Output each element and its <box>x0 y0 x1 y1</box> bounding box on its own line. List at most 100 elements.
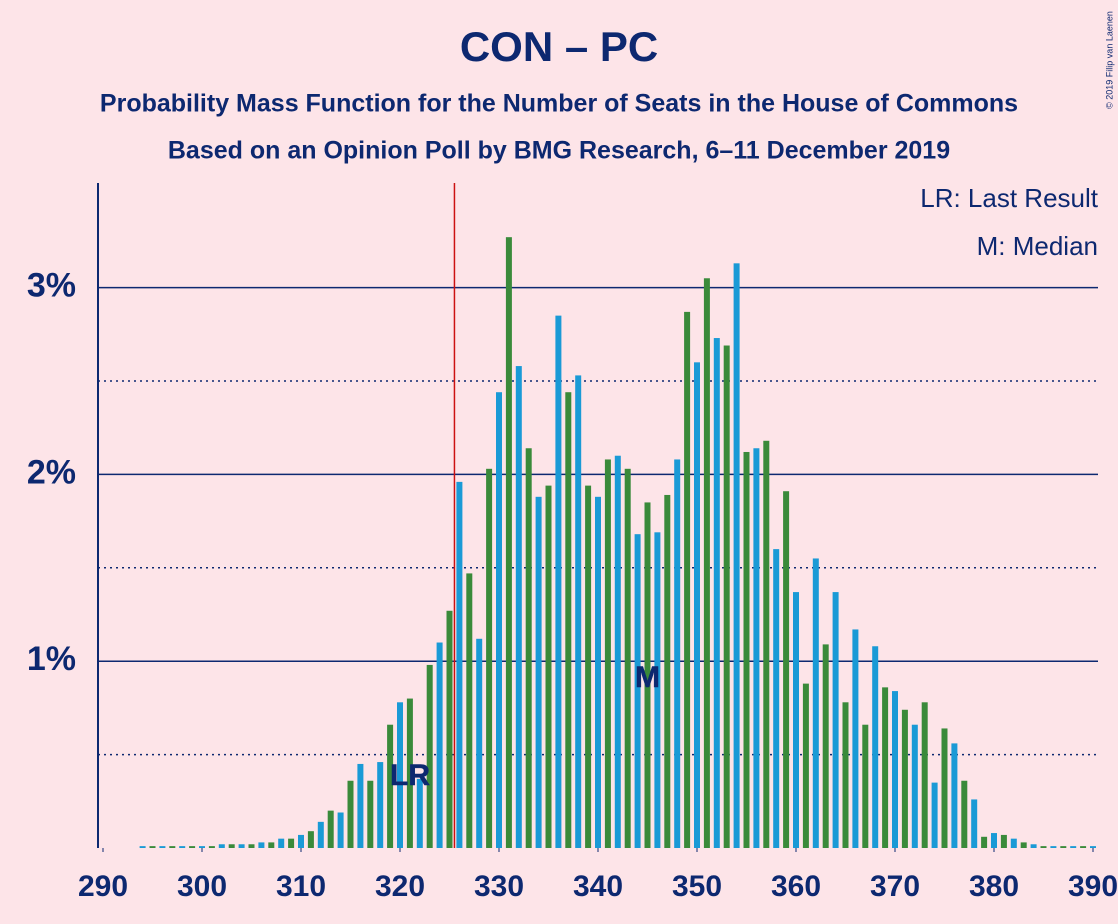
bar <box>852 629 859 848</box>
bar <box>644 502 651 848</box>
bar <box>684 311 691 848</box>
bar <box>614 455 621 848</box>
bar <box>525 448 532 848</box>
bar <box>159 846 166 848</box>
bar <box>783 491 790 848</box>
x-tick-label: 380 <box>969 870 1019 903</box>
x-tick-label: 310 <box>276 870 326 903</box>
last-result-marker: LR <box>390 759 430 792</box>
bar <box>971 799 978 848</box>
bar <box>486 468 493 848</box>
bar <box>713 338 720 848</box>
bar <box>317 821 324 848</box>
bar <box>199 846 205 848</box>
chart-title: CON – PC <box>460 23 658 70</box>
bar <box>1020 842 1027 848</box>
x-tick-label: 290 <box>78 870 128 903</box>
bar <box>535 496 542 848</box>
bar <box>1000 834 1007 848</box>
bar <box>931 782 938 848</box>
chart-subtitle: Probability Mass Function for the Number… <box>100 90 1018 118</box>
bar <box>1040 846 1047 848</box>
x-tick-label: 370 <box>870 870 920 903</box>
x-tick-label: 360 <box>771 870 821 903</box>
bar <box>218 844 225 848</box>
median-marker: M <box>635 661 660 694</box>
bar <box>347 780 354 848</box>
bar <box>1060 846 1067 848</box>
y-tick-label: 3% <box>27 267 76 305</box>
bar <box>802 683 809 848</box>
bar <box>565 392 572 848</box>
bar <box>921 702 928 848</box>
bar <box>189 846 196 848</box>
bar <box>555 315 562 848</box>
copyright: © 2019 Filip van Laenen <box>1104 11 1114 109</box>
bar <box>872 646 879 848</box>
bar <box>822 644 829 848</box>
bar <box>426 664 433 848</box>
x-tick-label: 390 <box>1068 870 1118 903</box>
bar <box>694 362 700 848</box>
bar <box>446 610 453 848</box>
bar <box>793 592 799 848</box>
bar <box>634 534 641 848</box>
bar <box>763 440 770 848</box>
bar <box>406 698 413 848</box>
bar <box>515 366 522 848</box>
bar <box>595 496 601 848</box>
bar <box>377 762 384 848</box>
bar <box>1050 846 1057 848</box>
bar <box>842 702 849 848</box>
legend-entry: M: Median <box>977 231 1098 261</box>
bar <box>288 838 295 848</box>
bar <box>436 642 443 848</box>
bar <box>585 485 592 848</box>
chart-subtitle: Based on an Opinion Poll by BMG Research… <box>168 137 950 165</box>
bar <box>258 842 265 848</box>
bar <box>812 558 819 848</box>
bar <box>723 345 730 848</box>
bar <box>228 844 235 848</box>
x-tick-label: 320 <box>375 870 425 903</box>
bar <box>387 724 394 848</box>
bar <box>476 638 483 848</box>
bar <box>901 709 908 848</box>
bar <box>466 573 473 848</box>
bar <box>496 392 502 848</box>
bar <box>149 846 156 848</box>
bar <box>862 724 869 848</box>
bar <box>743 451 750 848</box>
y-tick-label: 2% <box>27 453 76 491</box>
x-tick-label: 340 <box>573 870 623 903</box>
bar <box>357 763 364 848</box>
bar <box>456 481 463 848</box>
bar <box>604 459 611 848</box>
bar <box>505 237 512 849</box>
bar <box>654 532 661 848</box>
bar <box>733 263 740 849</box>
bar <box>298 834 304 848</box>
bar <box>248 844 255 848</box>
bar <box>208 846 215 848</box>
bar <box>991 833 997 848</box>
bar <box>882 687 889 848</box>
bar <box>575 375 582 848</box>
bar <box>545 485 552 848</box>
x-tick-label: 350 <box>672 870 722 903</box>
bar <box>139 846 146 848</box>
bar <box>624 468 631 848</box>
bar <box>961 780 968 848</box>
bar <box>773 549 780 848</box>
bar <box>367 780 374 848</box>
bar <box>1090 846 1096 848</box>
bar <box>832 592 839 848</box>
bar <box>416 778 423 848</box>
bar <box>981 836 988 848</box>
bar <box>238 844 245 848</box>
bar <box>1070 846 1077 848</box>
bar <box>703 278 710 848</box>
bar <box>664 494 671 848</box>
bar <box>753 448 760 848</box>
